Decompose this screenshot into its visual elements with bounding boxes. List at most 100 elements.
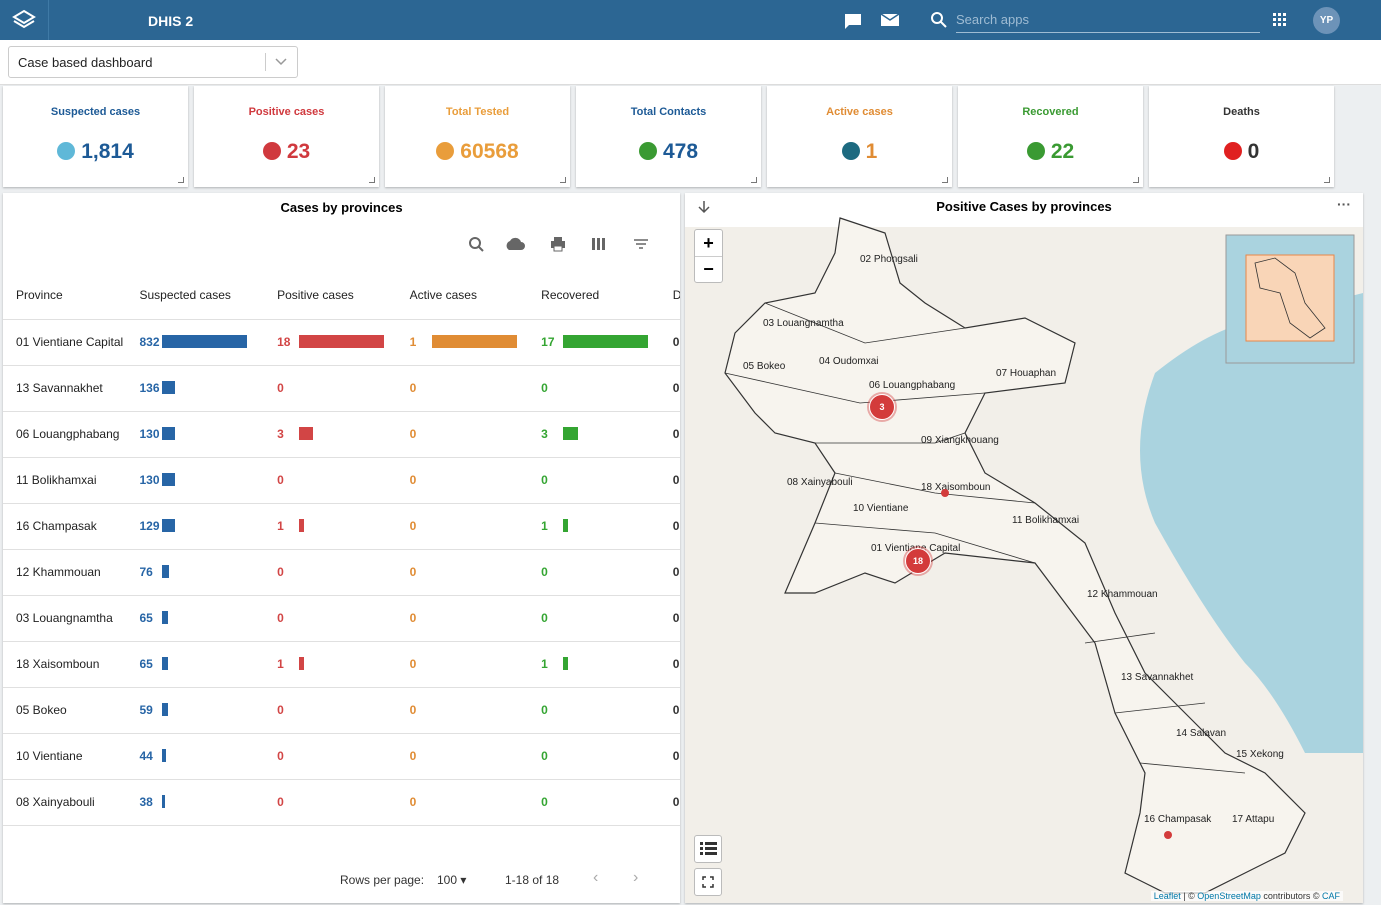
table-row: 10 Vientiane440000 bbox=[3, 734, 680, 780]
cell-value: 18 bbox=[277, 334, 299, 351]
cell-value: 0 bbox=[673, 656, 680, 673]
column-header[interactable]: Positive cases bbox=[264, 272, 397, 320]
cell: 130 bbox=[127, 458, 265, 504]
column-header[interactable]: Province bbox=[3, 272, 127, 320]
cell: 1 bbox=[528, 504, 660, 550]
attribution-part[interactable]: CAF bbox=[1322, 891, 1340, 901]
kpi-card: Positive cases23 bbox=[194, 86, 379, 187]
province-name: 03 Louangnamtha bbox=[3, 596, 127, 642]
province-name: 13 Savannakhet bbox=[3, 366, 127, 412]
table-row: 01 Vientiane Capital832181170 bbox=[3, 320, 680, 366]
zoom-out[interactable]: − bbox=[695, 257, 722, 282]
column-header[interactable]: Active cases bbox=[397, 272, 529, 320]
apps-icon[interactable] bbox=[1273, 13, 1287, 27]
map-canvas bbox=[685, 193, 1363, 903]
cell-value: 1 bbox=[541, 518, 563, 535]
province-name: 08 Xainyabouli bbox=[3, 780, 127, 826]
attribution-part[interactable]: Leaflet bbox=[1154, 891, 1181, 901]
kpi-value: 23 bbox=[287, 140, 310, 163]
map-panel: Positive Cases by provinces ··· + − Leaf… bbox=[685, 193, 1363, 903]
province-label: 14 Salavan bbox=[1176, 728, 1226, 739]
cell: 0 bbox=[397, 734, 529, 780]
kpi-value: 60568 bbox=[460, 140, 518, 163]
kpi-icon bbox=[842, 142, 860, 160]
cell-value: 0 bbox=[410, 426, 432, 443]
value-bar bbox=[563, 519, 568, 532]
search-input[interactable]: Search apps bbox=[956, 12, 1260, 33]
cell-value: 0 bbox=[673, 518, 680, 535]
cell: 136 bbox=[127, 366, 265, 412]
column-header[interactable]: Recovered bbox=[528, 272, 660, 320]
cluster-marker[interactable]: 18 bbox=[905, 548, 931, 574]
kpi-card: Total Contacts478 bbox=[576, 86, 761, 187]
cluster-marker[interactable]: 3 bbox=[869, 394, 895, 420]
kpi-card: Active cases1 bbox=[767, 86, 952, 187]
cell-value: 0 bbox=[673, 472, 680, 489]
map-title: Positive Cases by provinces bbox=[685, 199, 1363, 214]
table-row: 11 Bolikhamxai1300000 bbox=[3, 458, 680, 504]
cell: 0 bbox=[264, 780, 397, 826]
table-row: 03 Louangnamtha650000 bbox=[3, 596, 680, 642]
kpi-card: Total Tested60568 bbox=[385, 86, 570, 187]
legend-toggle[interactable] bbox=[694, 835, 722, 863]
cell-value: 0 bbox=[541, 748, 563, 765]
cell-value: 0 bbox=[410, 472, 432, 489]
value-bar bbox=[162, 611, 169, 624]
kpi-value-wrap: 60568 bbox=[385, 140, 570, 164]
province-label: 15 Xekong bbox=[1236, 749, 1284, 760]
value-bar bbox=[299, 657, 304, 670]
messages-icon[interactable] bbox=[843, 12, 863, 30]
cell: 0 bbox=[397, 550, 529, 596]
value-bar bbox=[162, 565, 170, 578]
cell-value: 1 bbox=[277, 656, 299, 673]
province-label: 13 Savannakhet bbox=[1121, 672, 1193, 683]
cell-value: 0 bbox=[410, 518, 432, 535]
cell-value: 0 bbox=[541, 380, 563, 397]
value-bar bbox=[432, 335, 517, 348]
cell-value: 0 bbox=[410, 380, 432, 397]
header-row: ProvinceSuspected casesPositive casesAct… bbox=[3, 272, 680, 320]
province-label: 12 Khammouan bbox=[1087, 589, 1158, 600]
mail-icon[interactable] bbox=[880, 12, 900, 28]
value-bar bbox=[162, 795, 166, 808]
zoom-in[interactable]: + bbox=[695, 230, 722, 257]
resize-handle bbox=[942, 177, 948, 183]
province-label: 17 Attapu bbox=[1232, 814, 1274, 825]
logo[interactable] bbox=[12, 9, 36, 31]
cell-value: 0 bbox=[410, 794, 432, 811]
province-label: 04 Oudomxai bbox=[819, 356, 878, 367]
cell-value: 0 bbox=[541, 472, 563, 489]
table-row: 12 Khammouan760000 bbox=[3, 550, 680, 596]
cell-value: 0 bbox=[673, 748, 680, 765]
value-bar bbox=[299, 519, 304, 532]
value-bar bbox=[162, 427, 175, 440]
cell: 0 bbox=[528, 366, 660, 412]
attribution-part[interactable]: OpenStreetMap bbox=[1197, 891, 1261, 901]
column-header[interactable]: Suspected cases bbox=[127, 272, 265, 320]
user-avatar[interactable]: YP bbox=[1313, 7, 1340, 34]
more-menu[interactable]: ··· bbox=[1337, 196, 1351, 212]
cell-value: 1 bbox=[541, 656, 563, 673]
province-name: 05 Bokeo bbox=[3, 688, 127, 734]
prev-page[interactable]: ‹ bbox=[593, 869, 598, 887]
kpi-icon bbox=[57, 142, 75, 160]
kpi-title: Active cases bbox=[767, 106, 952, 118]
value-bar bbox=[563, 335, 648, 348]
table-row: 13 Savannakhet1360000 bbox=[3, 366, 680, 412]
kpi-value-wrap: 0 bbox=[1149, 140, 1334, 164]
kpi-card: Suspected cases1,814 bbox=[3, 86, 188, 187]
value-bar bbox=[162, 703, 168, 716]
cell: 130 bbox=[127, 412, 265, 458]
rows-per-page-select[interactable]: 100 ▾ bbox=[437, 873, 466, 887]
fullscreen-toggle[interactable] bbox=[694, 868, 722, 896]
table-row: 06 Louangphabang1303030 bbox=[3, 412, 680, 458]
kpi-value: 22 bbox=[1051, 140, 1074, 163]
kpi-value: 478 bbox=[663, 140, 698, 163]
dashboard-select[interactable]: Case based dashboard bbox=[8, 46, 298, 78]
value-bar bbox=[563, 657, 568, 670]
next-page[interactable]: › bbox=[633, 869, 638, 887]
value-bar bbox=[299, 427, 313, 440]
table-row: 18 Xaisomboun651010 bbox=[3, 642, 680, 688]
column-header[interactable]: Deaths bbox=[660, 272, 680, 320]
cell-value: 0 bbox=[673, 794, 680, 811]
